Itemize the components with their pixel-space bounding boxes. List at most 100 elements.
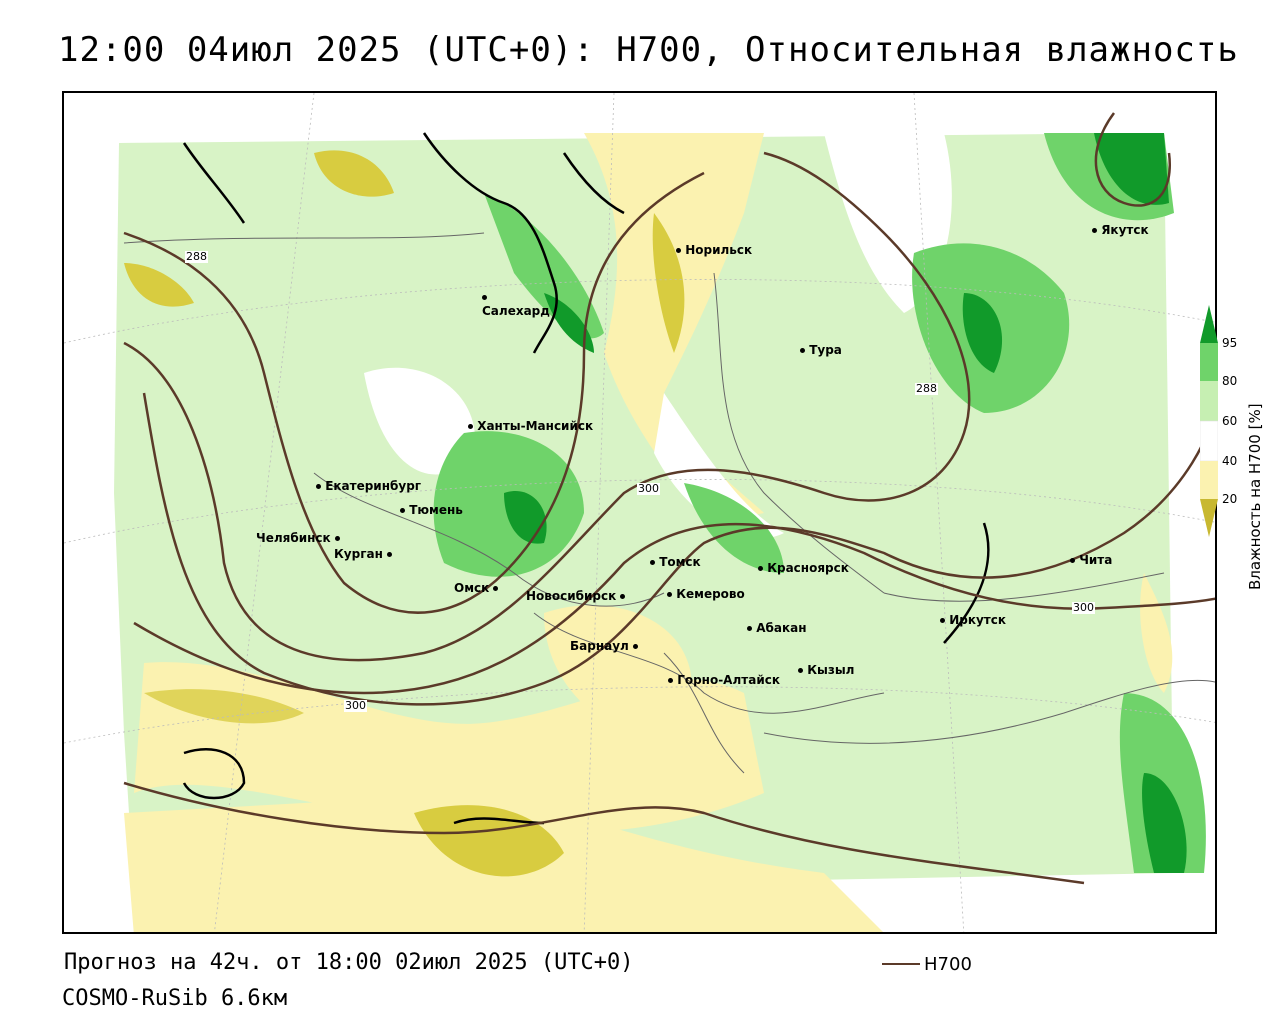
isoline-label: 300 (1072, 601, 1095, 614)
city-krasnoyarsk: Красноярск (758, 561, 849, 575)
city-label: Горно-Алтайск (677, 673, 780, 687)
city-label: Новосибирск (526, 589, 617, 603)
isoline-label: 288 (915, 382, 938, 395)
city-marker (400, 508, 405, 513)
city-marker (1092, 228, 1097, 233)
city-novosibirsk: Новосибирск (526, 589, 626, 603)
city-marker (493, 586, 499, 591)
city-label: Томск (659, 555, 701, 569)
city-label: Чита (1079, 553, 1113, 567)
city-marker (800, 348, 805, 353)
city-yekaterinburg: Екатеринбург (316, 479, 421, 493)
h700-isoline (123, 171, 705, 614)
city-marker (316, 484, 321, 489)
city-marker (676, 248, 681, 253)
city-label: Иркутск (949, 613, 1006, 627)
city-label: Ханты-Мансийск (477, 419, 594, 433)
humidity-field-dry (1140, 573, 1173, 693)
city-khanty-mansiysk: Ханты-Мансийск (468, 419, 593, 433)
city-tura: Тура (800, 343, 842, 357)
city-omsk: Омск (454, 581, 499, 595)
h700-legend-line (882, 963, 920, 965)
colorbar-tick: 40 (1222, 454, 1238, 468)
city-marker (633, 644, 639, 649)
humidity-field-neutral (364, 367, 476, 475)
city-label: Красноярск (767, 561, 849, 575)
city-chita: Чита (1070, 553, 1112, 567)
city-marker (940, 618, 945, 623)
humidity-field-very-wet (1142, 773, 1187, 873)
region-borders (123, 232, 1215, 774)
city-marker (387, 552, 393, 557)
city-marker (334, 536, 340, 541)
city-label: Курган (334, 547, 383, 561)
city-label: Тура (809, 343, 842, 357)
coastline (182, 132, 990, 825)
h700-legend-label: H700 (924, 954, 972, 975)
colorbar-tick: 60 (1222, 414, 1238, 428)
city-label: Абакан (756, 621, 807, 635)
map-area[interactable]: 288 288 300 300 300 Норильск Якутск Сале… (62, 91, 1217, 934)
city-marker (667, 592, 672, 597)
colorbar-segment (1200, 461, 1218, 499)
city-tyumen: Тюмень (400, 503, 463, 517)
isoline-label: 288 (185, 250, 208, 263)
city-marker (758, 566, 763, 571)
humidity-field-wet (484, 193, 604, 339)
city-marker (620, 594, 626, 599)
city-gorno-altaysk: Горно-Алтайск (668, 673, 780, 687)
forecast-info: Прогноз на 42ч. от 18:00 02июл 2025 (UTC… (64, 950, 634, 975)
city-label: Кемерово (676, 587, 745, 601)
humidity-field-neutral (654, 393, 784, 539)
humidity-field-very-wet (962, 293, 1003, 373)
city-abakan: Абакан (747, 621, 806, 635)
city-marker (650, 560, 655, 565)
city-kemerovo: Кемерово (667, 587, 745, 601)
city-marker (1070, 558, 1075, 563)
colorbar-segment (1200, 343, 1218, 381)
humidity-field-very-wet (504, 491, 547, 544)
city-label: Тюмень (409, 503, 463, 517)
city-marker (668, 678, 673, 683)
colorbar-segment (1200, 381, 1218, 421)
h700-isoline (142, 392, 1215, 706)
colorbar-segment (1200, 420, 1218, 462)
city-marker (482, 295, 487, 300)
humidity-field-very-dry (124, 263, 194, 307)
humidity-map (64, 93, 1215, 932)
h700-isoline (1094, 112, 1172, 207)
city-label: Кызыл (807, 663, 855, 677)
city-label: Салехард (482, 304, 550, 318)
city-chelyabinsk: Челябинск (256, 531, 340, 545)
city-kyzyl: Кызыл (798, 663, 854, 677)
city-marker (468, 424, 473, 429)
humidity-field-very-wet (1094, 133, 1169, 205)
map-title: 12:00 04июл 2025 (UTC+0): H700, Относите… (58, 30, 1239, 70)
colorbar-tick: 20 (1222, 492, 1238, 506)
city-norilsk: Норильск (676, 243, 752, 257)
h700-isoline (123, 151, 971, 662)
city-yakutsk: Якутск (1092, 223, 1149, 237)
city-barnaul: Барнаул (570, 639, 639, 653)
isoline-label: 300 (637, 482, 660, 495)
colorbar-tick: 95 (1222, 336, 1238, 350)
humidity-field-wet (684, 483, 784, 573)
city-label: Омск (454, 581, 490, 595)
graticule (64, 93, 1215, 932)
isoline-label: 300 (344, 699, 367, 712)
city-label: Екатеринбург (325, 479, 422, 493)
city-kurgan: Курган (334, 547, 393, 561)
city-label: Норильск (685, 243, 753, 257)
model-name: COSMO-RuSib 6.6км (62, 986, 288, 1011)
city-label: Челябинск (256, 531, 331, 545)
city-irkutsk: Иркутск (940, 613, 1006, 627)
h700-isoline (123, 781, 1085, 885)
city-label: Барнаул (570, 639, 629, 653)
humidity-colorbar (1200, 305, 1218, 537)
colorbar-cap-top (1200, 305, 1218, 343)
colorbar-title: Влажность на H700 [%] (1246, 403, 1264, 590)
colorbar-cap-bottom (1200, 499, 1218, 537)
city-tomsk: Томск (650, 555, 701, 569)
city-label: Якутск (1101, 223, 1149, 237)
city-salekhard: Салехард (482, 290, 550, 318)
